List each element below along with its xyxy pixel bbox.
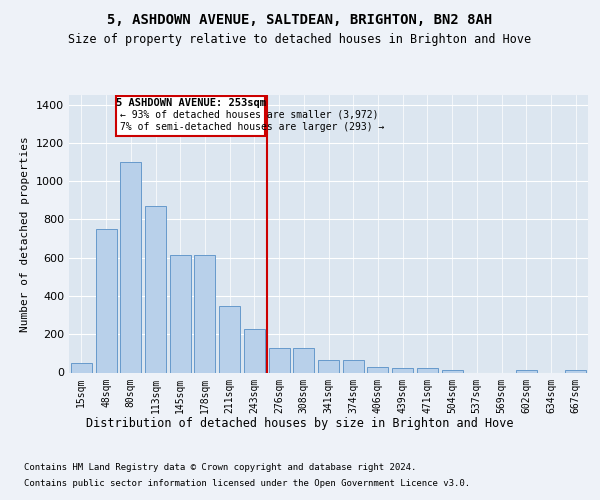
Text: Contains HM Land Registry data © Crown copyright and database right 2024.: Contains HM Land Registry data © Crown c… (24, 462, 416, 471)
Text: 7% of semi-detached houses are larger (293) →: 7% of semi-detached houses are larger (2… (119, 122, 384, 132)
Bar (120, 162, 141, 372)
Text: Size of property relative to detached houses in Brighton and Hove: Size of property relative to detached ho… (68, 32, 532, 46)
Bar (392, 368, 413, 372)
Text: Contains public sector information licensed under the Open Government Licence v3: Contains public sector information licen… (24, 479, 470, 488)
Bar (318, 360, 339, 372)
Text: 5 ASHDOWN AVENUE: 253sqm: 5 ASHDOWN AVENUE: 253sqm (116, 98, 266, 108)
Bar (194, 255, 215, 372)
Bar (417, 368, 438, 372)
Bar (219, 306, 240, 372)
Bar (170, 255, 191, 372)
Bar (244, 330, 265, 372)
Bar (293, 348, 314, 372)
Text: 5, ASHDOWN AVENUE, SALTDEAN, BRIGHTON, BN2 8AH: 5, ASHDOWN AVENUE, SALTDEAN, BRIGHTON, B… (107, 12, 493, 26)
Bar (367, 367, 388, 372)
Bar (442, 370, 463, 372)
Bar (343, 360, 364, 372)
Text: Distribution of detached houses by size in Brighton and Hove: Distribution of detached houses by size … (86, 418, 514, 430)
Text: ← 93% of detached houses are smaller (3,972): ← 93% of detached houses are smaller (3,… (119, 110, 378, 120)
Bar (145, 206, 166, 372)
Bar (71, 363, 92, 372)
Bar (269, 348, 290, 372)
Y-axis label: Number of detached properties: Number of detached properties (20, 136, 31, 332)
Bar (516, 370, 537, 372)
Bar (565, 370, 586, 372)
Bar (95, 229, 116, 372)
FancyBboxPatch shape (116, 96, 265, 136)
